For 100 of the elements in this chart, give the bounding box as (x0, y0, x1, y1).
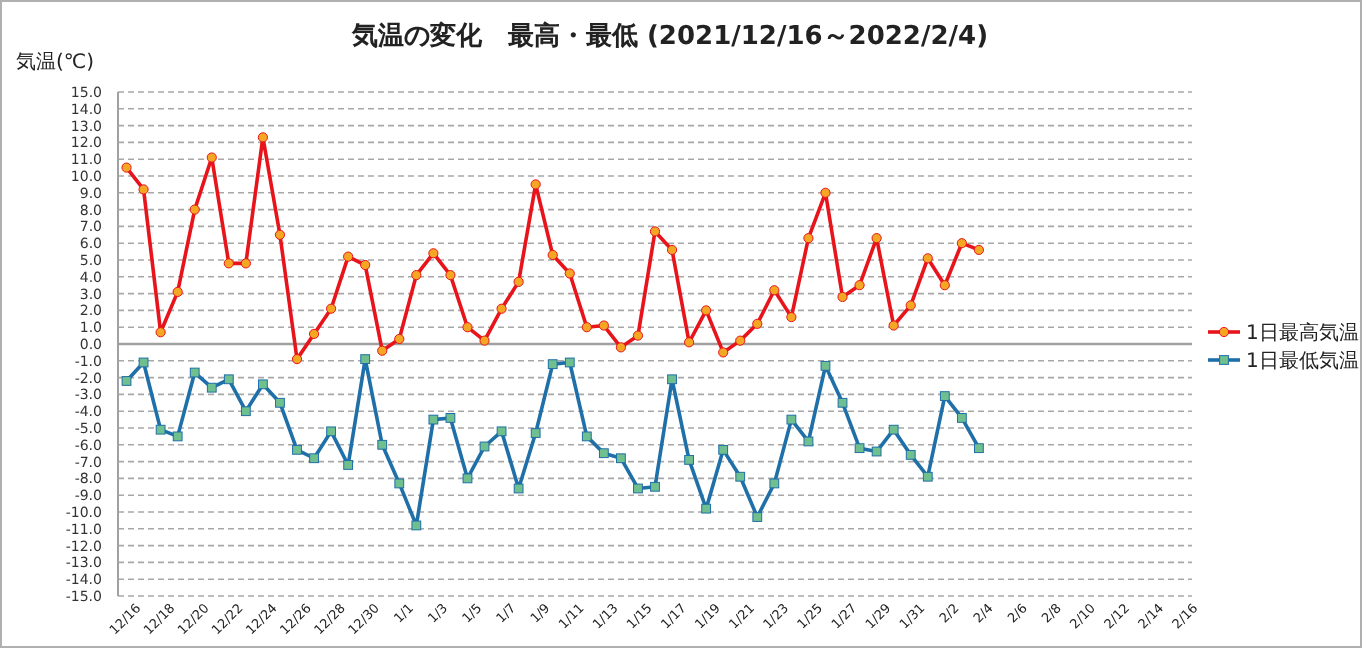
point (666, 244, 678, 256)
point (922, 253, 933, 264)
point (496, 426, 507, 437)
point (956, 413, 967, 423)
point (547, 249, 558, 261)
point (581, 431, 592, 442)
point (360, 354, 371, 365)
point (309, 453, 319, 464)
point (786, 312, 797, 323)
point (121, 376, 132, 386)
point (735, 335, 746, 346)
point (684, 455, 694, 465)
point (769, 285, 780, 296)
point (871, 446, 882, 457)
point (803, 233, 814, 244)
point (275, 397, 285, 408)
point (394, 478, 405, 489)
point (428, 248, 439, 259)
point (411, 520, 422, 531)
point (326, 303, 337, 314)
point (684, 337, 695, 348)
point (667, 374, 677, 385)
point (377, 345, 388, 356)
point (564, 357, 575, 368)
point (223, 374, 234, 385)
point (701, 305, 712, 316)
point (172, 286, 183, 298)
point (701, 503, 712, 514)
point (769, 478, 780, 489)
point (292, 444, 302, 455)
point (360, 259, 371, 271)
point (939, 391, 950, 401)
point (547, 359, 558, 370)
point (411, 270, 422, 281)
point (121, 162, 132, 173)
point (496, 303, 507, 314)
point (206, 152, 217, 163)
point (922, 471, 933, 482)
point (905, 300, 916, 311)
point (616, 453, 626, 464)
point (258, 379, 268, 390)
point (820, 187, 831, 198)
point (343, 251, 354, 262)
point (138, 357, 149, 368)
point (155, 327, 166, 338)
point (513, 276, 524, 287)
point (445, 413, 456, 423)
point (240, 406, 251, 417)
point (462, 473, 473, 484)
legend-label: 1日最低気温 (1246, 349, 1359, 373)
point (462, 322, 473, 333)
point (377, 439, 388, 450)
point (632, 330, 644, 341)
point (735, 471, 746, 482)
point (274, 229, 286, 240)
point (650, 481, 660, 492)
chart-title: 気温の変化 最高・最低 (2021/12/16～2022/2/4) (349, 20, 989, 52)
y-axis-title: 気温(℃) (16, 50, 95, 74)
point (598, 448, 609, 459)
point (206, 382, 217, 393)
point (479, 441, 490, 452)
point (718, 444, 729, 455)
point (854, 443, 865, 454)
point (394, 333, 405, 345)
legend-label: 1日最高気温 (1246, 321, 1359, 345)
point (240, 258, 251, 269)
point (189, 367, 200, 378)
point (752, 512, 763, 522)
point (445, 270, 456, 281)
point (974, 443, 984, 454)
point (786, 414, 797, 425)
point (905, 449, 916, 460)
point (854, 280, 865, 291)
point (956, 238, 967, 249)
point (189, 204, 200, 215)
point (308, 328, 320, 340)
point (888, 424, 899, 435)
point (939, 280, 950, 291)
point (138, 184, 149, 195)
point (223, 258, 234, 269)
point (973, 244, 984, 256)
point (752, 318, 763, 329)
point (326, 426, 336, 437)
point (564, 268, 575, 279)
point (513, 483, 524, 494)
point (615, 342, 626, 353)
point (172, 431, 183, 442)
point (837, 397, 848, 408)
point (820, 360, 831, 371)
point (598, 320, 609, 331)
point (718, 347, 729, 358)
point (649, 226, 661, 237)
point (633, 483, 643, 494)
point (888, 320, 899, 331)
point (837, 291, 848, 303)
point (428, 414, 439, 425)
point (871, 233, 882, 244)
point (343, 460, 354, 470)
point (581, 322, 592, 333)
point (291, 354, 303, 365)
